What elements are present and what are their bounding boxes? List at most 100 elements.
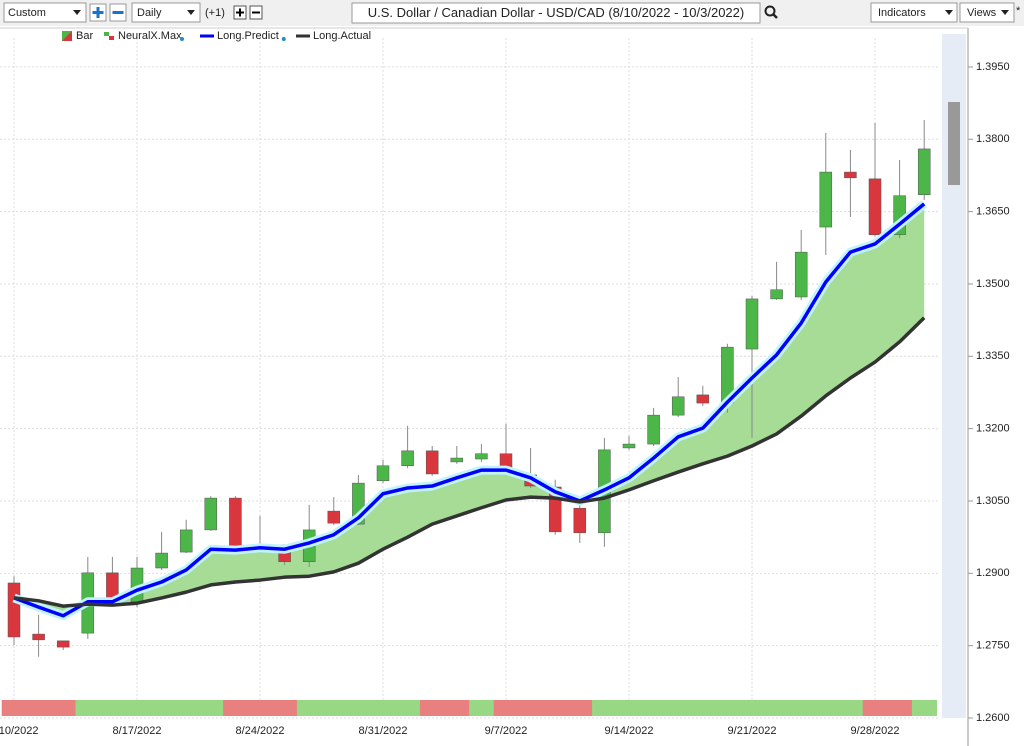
signal-bar [50, 700, 76, 716]
signal-bar [272, 700, 298, 716]
signal-bar [911, 700, 937, 716]
legend-label: Long.Predict [217, 30, 279, 42]
legend: Bar NeuralX.Max Long.Predict Long.Actual [62, 30, 371, 42]
search-icon[interactable] [764, 5, 776, 17]
y-tick-label: 1.3050 [976, 495, 1010, 507]
candle-body [794, 251, 808, 298]
candle-body [770, 289, 783, 300]
y-tick-label: 1.3800 [976, 133, 1010, 145]
legend-icon [109, 36, 114, 40]
legend-label: Bar [76, 30, 93, 42]
views-text: Views [967, 7, 997, 19]
candle-body [327, 510, 341, 524]
x-tick-label: 8/24/2022 [236, 725, 285, 737]
candle-body [155, 552, 168, 569]
search-handle [772, 13, 778, 19]
candle-body [179, 529, 193, 553]
candle-body [401, 450, 414, 467]
signal-bar [887, 700, 913, 716]
interval-select[interactable] [131, 2, 201, 23]
interval-text: Daily [137, 7, 162, 19]
signal-bar [641, 700, 667, 716]
spread-area [14, 203, 925, 616]
offset-text: (+1) [205, 7, 225, 19]
candle-body [844, 171, 857, 179]
candle-body [868, 178, 882, 236]
candle-body [622, 443, 636, 449]
grid: 1.2600 1.2750 1.2900 1.3050 1.3200 1.3350 1.35… [0, 38, 1010, 737]
signal-bar [247, 700, 273, 716]
signal-bar [764, 700, 790, 716]
x-tick-label: 8/17/2022 [113, 725, 162, 737]
candle-body [647, 414, 660, 445]
legend-dot [180, 37, 184, 41]
candle-body [204, 497, 218, 531]
y-tick-label: 1.3500 [976, 278, 1010, 290]
dropdown-arrow [187, 10, 195, 15]
legend-icon [62, 31, 72, 41]
signal-bar [75, 700, 101, 716]
signal-bar [100, 700, 126, 716]
signal-bar [493, 700, 519, 716]
indicators-select[interactable] [870, 2, 958, 23]
candle-body [376, 465, 390, 481]
signal-bar [469, 700, 495, 716]
signal-bar [124, 700, 150, 716]
legend-label: NeuralX.Max [118, 30, 182, 42]
x-tick-label: 9/28/2022 [851, 725, 900, 737]
candle-body [56, 640, 70, 648]
candle-body [450, 457, 464, 463]
legend-icon [104, 32, 109, 36]
y-tick-label: 1.3650 [976, 206, 1010, 218]
signal-bar [370, 700, 396, 716]
signal-bar [149, 700, 175, 716]
x-tick-label: 9/14/2022 [605, 725, 654, 737]
candle-body [819, 171, 833, 228]
signal-bar [592, 700, 618, 716]
symbol-box[interactable] [351, 2, 761, 24]
views-select[interactable] [959, 2, 1015, 23]
period-select[interactable] [3, 2, 87, 23]
candle-body [229, 497, 242, 551]
signal-bar [616, 700, 642, 716]
signal-bar [665, 700, 691, 716]
signal-bar [715, 700, 741, 716]
signal-bar [1, 700, 27, 716]
signal-bar [296, 700, 322, 716]
y-tick-label: 1.2900 [976, 567, 1010, 579]
signal-bar [173, 700, 199, 716]
candle-body [7, 582, 21, 638]
signal-bar [419, 700, 445, 716]
candle-body [425, 450, 439, 475]
candle-body [475, 453, 488, 460]
signal-bar [395, 700, 421, 716]
dropdown-arrow [1001, 10, 1009, 15]
dropdown-arrow [945, 10, 953, 15]
x-tick-label: 9/7/2022 [485, 725, 528, 737]
signal-bar [518, 700, 544, 716]
legend-label: Long.Actual [313, 30, 371, 42]
signal-bar [813, 700, 839, 716]
signal-bar [788, 700, 814, 716]
signal-bar [346, 700, 372, 716]
signal-bar [223, 700, 249, 716]
candle-body [32, 633, 45, 641]
plus-icon [236, 8, 244, 17]
x-tick-label: 9/21/2022 [728, 725, 777, 737]
y-tick-label: 1.2750 [976, 640, 1010, 652]
signal-bar [739, 700, 765, 716]
x-tick-label: 8/31/2022 [359, 725, 408, 737]
series-line [13, 202, 926, 618]
star-text: * [1016, 5, 1021, 17]
candle-body [917, 148, 931, 195]
candle-body [696, 394, 710, 404]
signal-bar [567, 700, 593, 716]
signal-bar [690, 700, 716, 716]
symbol-title: U.S. Dollar / Canadian Dollar - USD/CAD … [368, 5, 744, 20]
scroll-thumb[interactable] [948, 102, 960, 185]
candle-body [671, 396, 685, 416]
signal-bar [321, 700, 347, 716]
series-line [13, 316, 926, 608]
period-text: Custom [8, 7, 46, 19]
